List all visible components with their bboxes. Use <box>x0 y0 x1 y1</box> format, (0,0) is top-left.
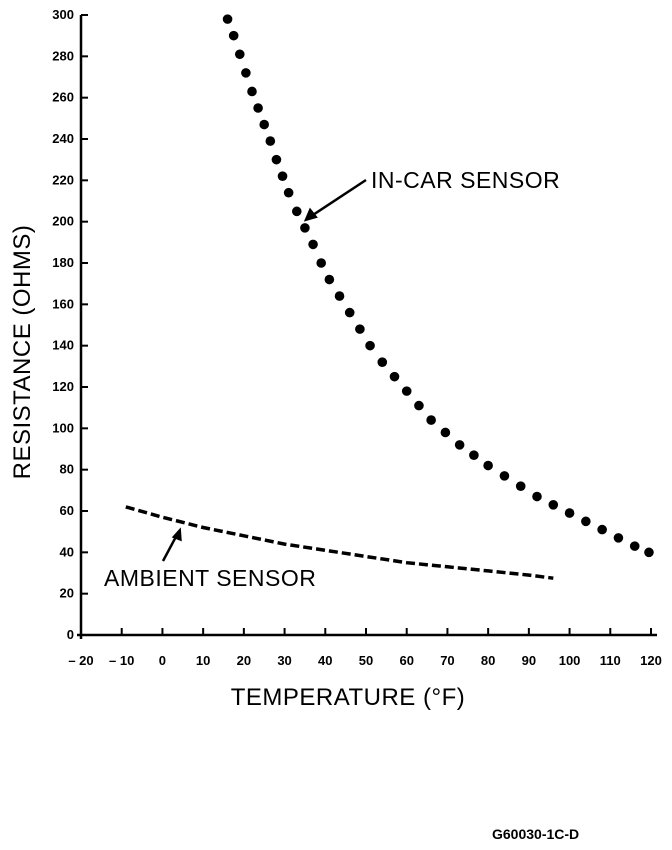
x-tick-label: 50 <box>359 653 373 668</box>
in-car-point <box>483 460 493 471</box>
in-car-point <box>389 371 400 382</box>
x-tick-label: 90 <box>522 653 536 668</box>
x-tick-label: 60 <box>399 653 413 668</box>
axes <box>77 15 657 639</box>
in-car-point <box>253 103 263 113</box>
in-car-point <box>515 481 526 492</box>
x-axis-title: TEMPERATURE (°F) <box>231 684 465 711</box>
x-tick-label: 20 <box>237 653 251 668</box>
x-tick-label: 120 <box>640 653 662 668</box>
in-car-point <box>300 223 310 233</box>
y-ticks: 0 20 40 60 80 100 120 140 160 180 200 220 240 260 280 3… <box>52 7 88 642</box>
in-car-arrow-line <box>311 178 367 217</box>
in-car-point <box>644 547 654 558</box>
in-car-point <box>426 415 436 425</box>
in-car-point <box>365 340 375 351</box>
in-car-point <box>247 86 257 97</box>
in-car-point <box>283 187 294 198</box>
y-tick-label: 120 <box>52 379 74 394</box>
y-tick-label: 60 <box>60 503 74 518</box>
series-in-car-sensor <box>222 14 654 558</box>
in-car-point <box>377 357 388 368</box>
in-car-point <box>414 400 424 411</box>
in-car-point <box>271 154 282 165</box>
y-tick-label: 100 <box>52 420 74 435</box>
x-tick-label: 30 <box>277 653 291 668</box>
x-tick-label: 70 <box>440 653 454 668</box>
in-car-point <box>597 524 607 535</box>
in-car-point <box>222 14 233 24</box>
in-car-point <box>629 541 640 551</box>
y-axis-title: RESISTANCE (OHMS) <box>9 225 36 480</box>
in-car-point <box>291 206 302 217</box>
in-car-point <box>334 291 345 301</box>
y-tick-label: 160 <box>52 296 74 311</box>
in-car-point <box>265 136 276 146</box>
in-car-point <box>259 119 270 130</box>
y-tick-label: 280 <box>52 48 74 63</box>
in-car-point <box>532 491 542 502</box>
ambient-line <box>125 505 554 580</box>
y-tick-label: 180 <box>52 255 74 270</box>
ambient-arrow-head <box>171 527 182 542</box>
y-tick-label: 240 <box>52 131 74 146</box>
in-car-point <box>613 533 624 543</box>
x-tick-label: – 20 <box>68 653 93 668</box>
y-tick-label: 220 <box>52 172 74 187</box>
in-car-point <box>316 258 327 268</box>
in-car-point <box>234 49 245 60</box>
in-car-sensor-label: IN-CAR SENSOR <box>371 167 560 193</box>
x-tick-label: 40 <box>318 653 332 668</box>
y-tick-label: 20 <box>60 586 74 601</box>
y-tick-label: 200 <box>52 214 74 229</box>
x-tick-label: – 10 <box>109 653 134 668</box>
y-tick-label: 0 <box>67 627 74 642</box>
in-car-point <box>308 239 318 250</box>
figure-code: G60030-1C-D <box>492 826 580 842</box>
y-tick-label: 300 <box>52 7 74 22</box>
y-tick-label: 40 <box>60 544 74 559</box>
y-tick-label: 140 <box>52 338 74 353</box>
in-car-point <box>344 307 355 318</box>
in-car-point <box>564 508 575 518</box>
in-car-point <box>581 516 591 527</box>
in-car-point <box>277 171 288 181</box>
in-car-arrow-head <box>303 207 318 222</box>
y-tick-label: 260 <box>52 90 74 105</box>
series-ambient-sensor <box>125 505 554 580</box>
ambient-sensor-label: AMBIENT SENSOR <box>104 565 316 591</box>
in-car-point <box>440 427 451 438</box>
in-car-point <box>241 68 251 78</box>
x-tick-label: 110 <box>600 653 621 668</box>
y-tick-label: 80 <box>60 462 74 477</box>
in-car-point <box>355 324 365 334</box>
x-ticks: – 20 – 10 0 10 20 30 40 50 60 70 80 90 100 110 120 <box>68 628 662 668</box>
in-car-point <box>228 30 239 41</box>
in-car-point <box>454 440 465 450</box>
x-tick-label: 0 <box>159 653 166 668</box>
in-car-point <box>324 274 335 285</box>
x-tick-label: 80 <box>481 653 495 668</box>
in-car-point <box>469 450 479 461</box>
in-car-point <box>401 386 412 396</box>
annotations: IN-CAR SENSOR AMBIENT SENSOR <box>104 167 560 591</box>
in-car-point <box>499 471 510 481</box>
x-tick-label: 100 <box>559 653 581 668</box>
in-car-point <box>548 500 559 510</box>
x-tick-label: 10 <box>196 653 210 668</box>
